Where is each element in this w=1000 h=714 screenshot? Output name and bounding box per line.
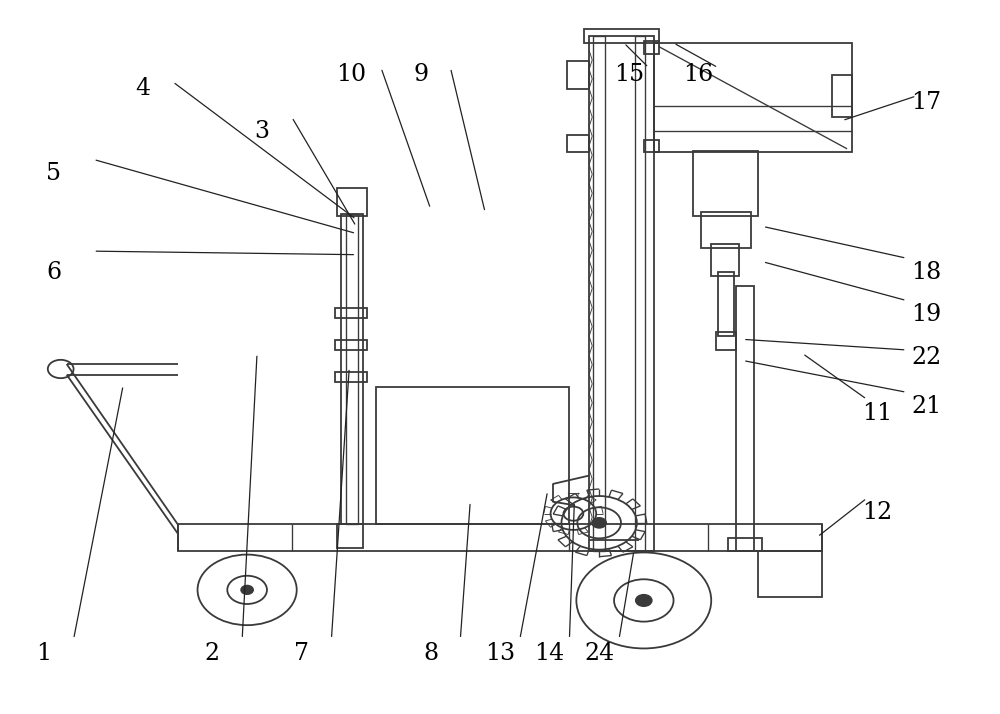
Bar xyxy=(337,524,363,548)
Bar xyxy=(693,151,758,216)
Text: 8: 8 xyxy=(423,642,438,665)
Bar xyxy=(593,36,605,551)
Bar xyxy=(584,29,659,43)
Text: 18: 18 xyxy=(911,261,942,284)
Bar xyxy=(346,213,358,524)
Bar xyxy=(711,244,739,276)
Bar xyxy=(654,43,852,152)
Text: 2: 2 xyxy=(205,642,220,665)
Circle shape xyxy=(241,585,253,594)
Text: 5: 5 xyxy=(46,162,61,185)
Text: 22: 22 xyxy=(911,346,942,368)
Bar xyxy=(736,286,754,551)
Text: 12: 12 xyxy=(862,501,892,524)
Text: 10: 10 xyxy=(336,64,366,86)
Text: 3: 3 xyxy=(255,120,270,143)
Bar xyxy=(335,340,367,350)
Bar xyxy=(341,213,363,524)
Circle shape xyxy=(592,518,606,528)
Bar xyxy=(335,372,367,382)
Bar xyxy=(635,36,645,551)
Text: 21: 21 xyxy=(911,395,942,418)
Bar xyxy=(337,188,367,216)
Text: 6: 6 xyxy=(46,261,61,284)
Text: 9: 9 xyxy=(413,64,428,86)
Bar xyxy=(567,135,589,152)
Text: 1: 1 xyxy=(36,642,51,665)
Bar xyxy=(567,61,589,89)
Text: 17: 17 xyxy=(911,91,941,114)
Bar xyxy=(376,387,569,524)
Text: 16: 16 xyxy=(683,64,713,86)
Text: 19: 19 xyxy=(911,303,942,326)
Text: 13: 13 xyxy=(485,642,515,665)
Bar xyxy=(832,75,852,117)
Text: 7: 7 xyxy=(294,642,309,665)
Text: 24: 24 xyxy=(584,642,614,665)
Bar xyxy=(728,538,762,551)
Bar xyxy=(716,332,736,350)
Bar xyxy=(644,41,659,54)
Bar xyxy=(701,212,751,248)
Circle shape xyxy=(636,595,652,606)
Text: 14: 14 xyxy=(534,642,565,665)
Text: 4: 4 xyxy=(135,77,151,101)
Bar xyxy=(758,551,822,597)
Bar xyxy=(644,140,659,152)
Bar xyxy=(178,524,822,551)
Bar xyxy=(589,36,654,551)
Text: 15: 15 xyxy=(614,64,644,86)
Bar xyxy=(335,308,367,318)
Text: 11: 11 xyxy=(862,402,892,425)
Bar xyxy=(718,272,734,336)
